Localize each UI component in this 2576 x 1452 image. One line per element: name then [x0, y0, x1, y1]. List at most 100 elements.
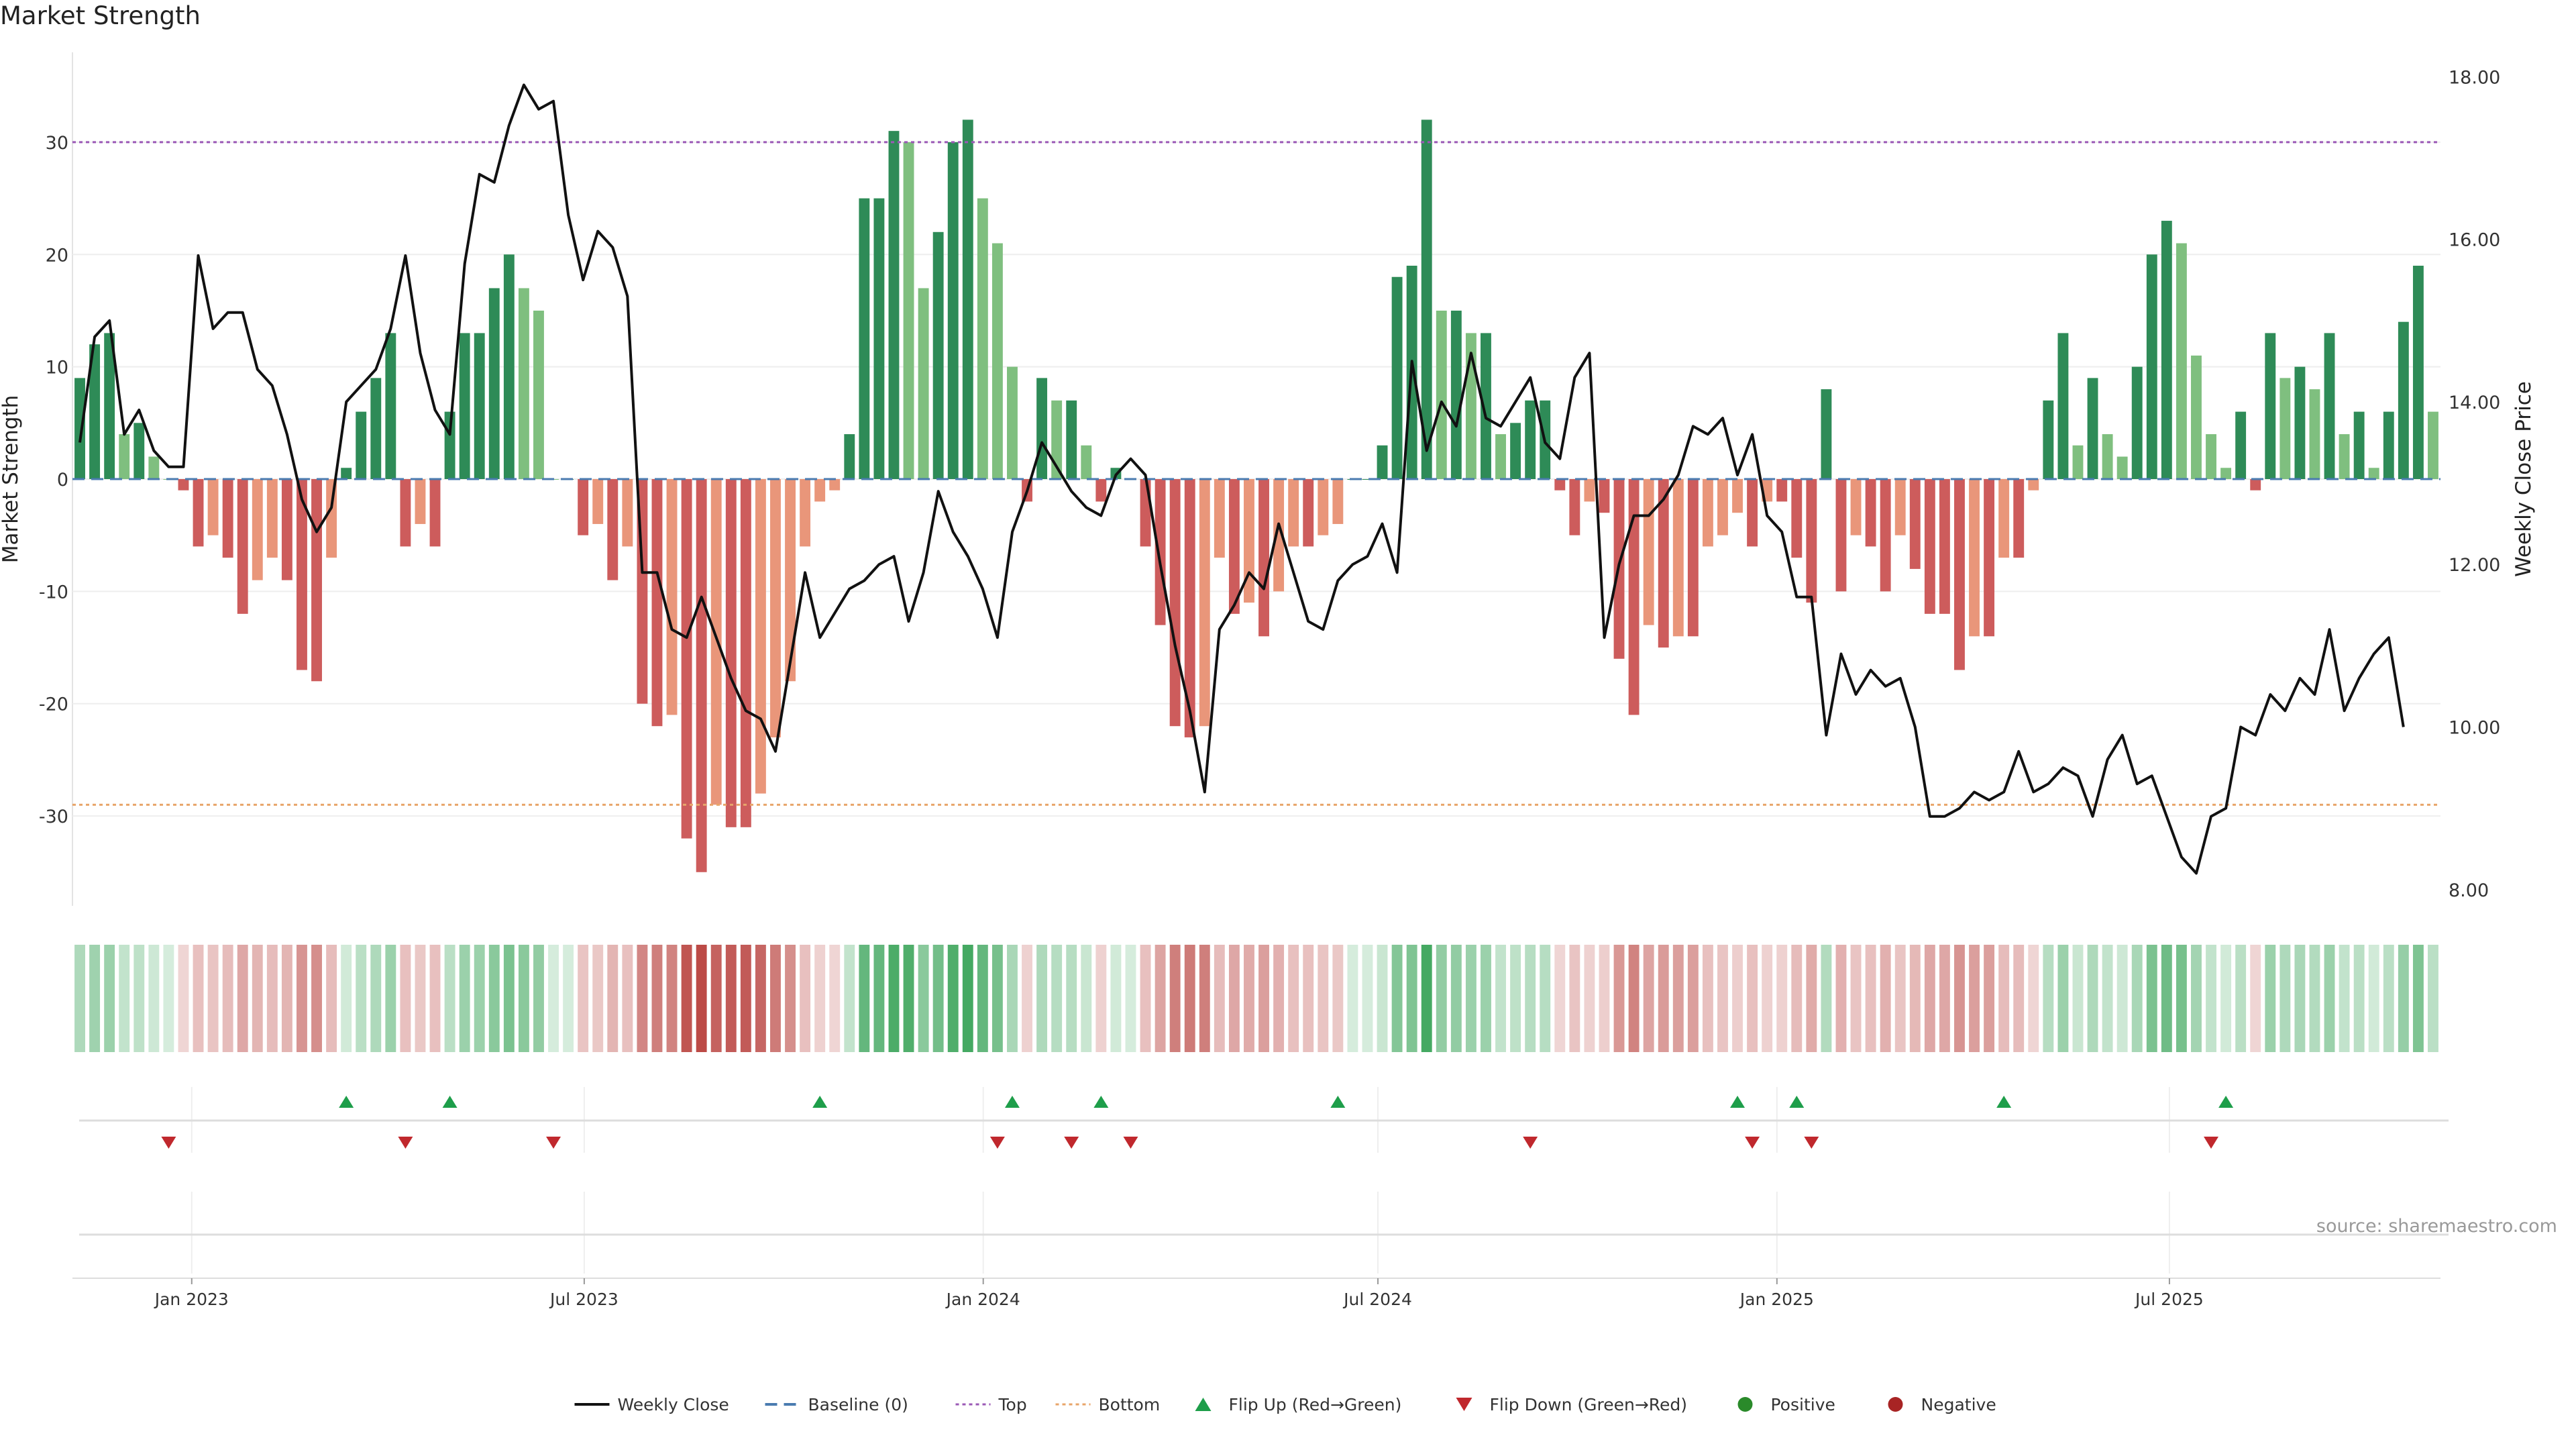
heat-cell — [1894, 945, 1906, 1052]
heat-cell — [1969, 945, 1980, 1052]
chart-title: Market Strength — [0, 1, 201, 30]
heat-cell — [1022, 945, 1032, 1052]
flip-up-marker — [1093, 1096, 1109, 1108]
strength-bar — [297, 479, 307, 670]
strength-bar — [1939, 479, 1950, 614]
strength-bar — [370, 378, 382, 479]
heat-cell — [755, 945, 766, 1052]
heat-cell — [1347, 945, 1358, 1052]
strength-bar — [2116, 456, 2128, 479]
strength-bar — [356, 411, 367, 479]
heat-cell — [2146, 945, 2157, 1052]
heat-cell — [1332, 945, 1344, 1052]
heat-cell — [592, 945, 604, 1052]
heat-cell — [844, 945, 855, 1052]
x-tick-label: Jan 2024 — [945, 1290, 1020, 1309]
strength-bar — [977, 198, 988, 479]
strength-bar — [1835, 479, 1847, 592]
strength-bar — [1569, 479, 1580, 535]
strength-bar — [1318, 479, 1329, 535]
strength-bar — [1909, 479, 1921, 569]
heat-cell — [488, 945, 500, 1052]
heat-cell — [2309, 945, 2320, 1052]
strength-bar — [1954, 479, 1965, 670]
strength-bar — [918, 288, 929, 479]
x-tick-label: Jul 2025 — [2134, 1290, 2204, 1309]
flip-down-marker — [2204, 1137, 2219, 1149]
heat-cell — [2116, 945, 2128, 1052]
heat-cell — [207, 945, 219, 1052]
strength-bar — [710, 479, 722, 805]
strength-bar — [844, 434, 855, 479]
y-axis-label-left: Market Strength — [0, 395, 23, 564]
strength-bar — [2176, 243, 2187, 479]
left-tick-label: -10 — [39, 582, 68, 603]
strength-bar — [578, 479, 589, 535]
strength-bar — [1894, 479, 1906, 535]
strength-bar — [1081, 445, 1092, 479]
strength-bar — [503, 254, 515, 479]
heat-cell — [1066, 945, 1077, 1052]
heat-cell — [1880, 945, 1891, 1052]
strength-bar — [592, 479, 604, 524]
strength-bar — [2206, 434, 2216, 479]
heat-cell — [829, 945, 841, 1052]
strength-bar — [607, 479, 619, 580]
strength-bar — [932, 231, 944, 479]
heat-cell — [74, 945, 85, 1052]
legend-item: Top — [955, 1395, 1027, 1414]
heat-cell — [533, 945, 544, 1052]
heat-cell — [2043, 945, 2054, 1052]
heat-cell — [2176, 945, 2187, 1052]
strength-bar — [2279, 378, 2291, 479]
strength-bar — [1776, 479, 1788, 502]
heat-cell — [133, 945, 145, 1052]
right-tick-label: 14.00 — [2449, 393, 2500, 413]
strength-bar — [2324, 333, 2335, 479]
heat-cell — [637, 945, 648, 1052]
left-tick-label: -20 — [39, 694, 68, 715]
strength-bar — [1421, 119, 1432, 480]
heat-cell — [1125, 945, 1136, 1052]
heat-cell — [1613, 945, 1625, 1052]
strength-bar — [2398, 321, 2409, 479]
strength-bar — [2265, 333, 2276, 479]
heat-cell — [1747, 945, 1758, 1052]
legend-item: Flip Down (Green→Red) — [1456, 1395, 1687, 1414]
heat-cell — [1258, 945, 1269, 1052]
legend-item: Negative — [1888, 1395, 1996, 1414]
strength-bar — [252, 479, 263, 580]
heat-cell — [1377, 945, 1388, 1052]
strength-bar — [947, 142, 959, 480]
legend-label: Positive — [1771, 1395, 1835, 1414]
heat-cell — [2250, 945, 2261, 1052]
heat-cell — [1318, 945, 1329, 1052]
strength-bar — [740, 479, 751, 827]
strength-bar — [89, 344, 101, 479]
strength-bar — [281, 479, 292, 580]
right-tick-label: 12.00 — [2449, 555, 2500, 576]
heat-cell — [1984, 945, 1995, 1052]
flip-down-marker — [989, 1137, 1005, 1149]
heat-cell — [2206, 945, 2216, 1052]
strength-bar — [1007, 366, 1018, 479]
heat-cell — [578, 945, 589, 1052]
heat-cell — [873, 945, 885, 1052]
heat-cell — [2087, 945, 2098, 1052]
strength-bar — [770, 479, 781, 737]
heat-cell — [1273, 945, 1285, 1052]
heat-cell — [1391, 945, 1403, 1052]
heat-cell — [1939, 945, 1950, 1052]
heat-cell — [563, 945, 574, 1052]
strength-bar — [2368, 468, 2379, 479]
right-tick-label: 16.00 — [2449, 230, 2500, 251]
heat-cell — [89, 945, 101, 1052]
heat-cell — [311, 945, 322, 1052]
heat-cell — [222, 945, 233, 1052]
flip-up-marker — [339, 1096, 354, 1108]
legend-item: Weekly Close — [574, 1395, 729, 1414]
strength-bar — [2028, 479, 2039, 490]
strength-bar — [326, 479, 337, 558]
heat-cell — [163, 945, 174, 1052]
